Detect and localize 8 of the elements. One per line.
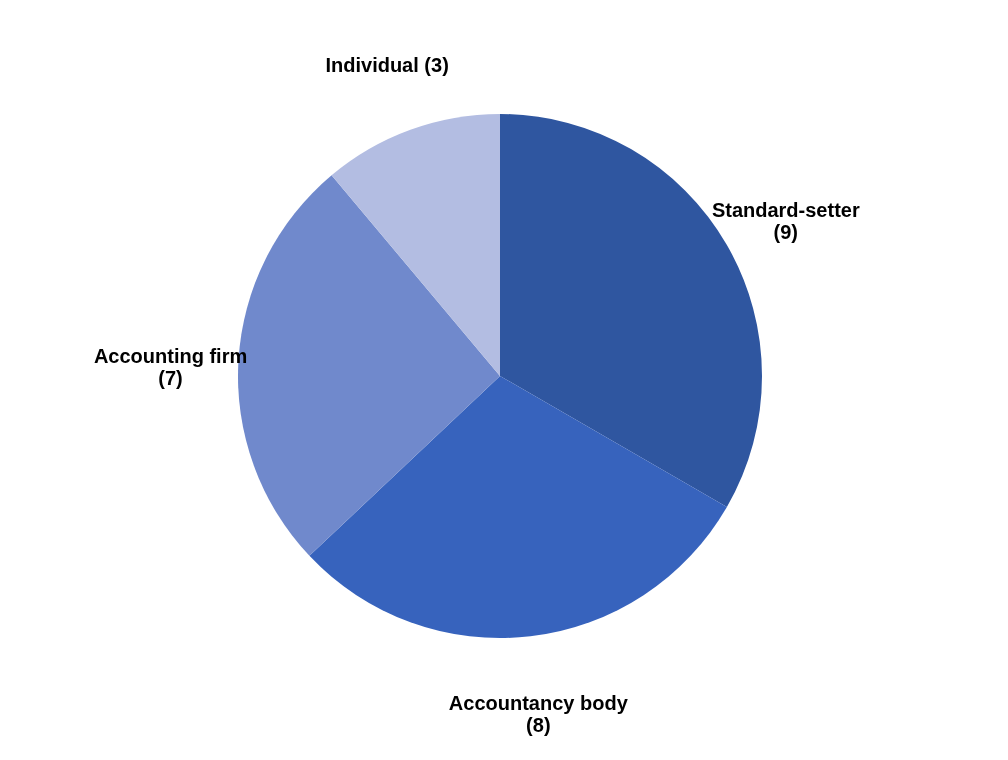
slice-label: Individual (3) xyxy=(325,53,449,76)
data-label: (7) xyxy=(158,366,183,389)
data-label: (9) xyxy=(773,221,799,243)
pie-slice xyxy=(331,114,500,376)
slice-label: Accountancy body xyxy=(448,691,629,714)
slice-label: Standard-setter xyxy=(711,199,860,221)
data-label: (8) xyxy=(526,713,551,736)
pie-slice xyxy=(309,376,727,638)
